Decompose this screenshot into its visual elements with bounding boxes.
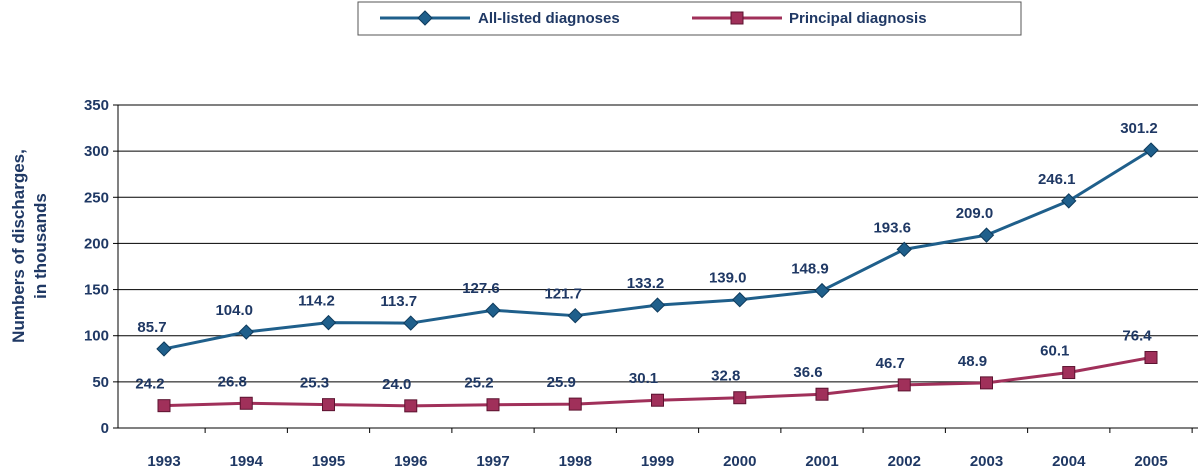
data-label-all-listed: 246.1: [1038, 171, 1076, 188]
y-tick-label: 250: [84, 189, 109, 206]
data-label-principal: 25.9: [547, 374, 576, 391]
data-point-principal: [651, 393, 664, 407]
data-point-all-listed: [403, 315, 419, 331]
x-tick-label: 1995: [312, 453, 345, 467]
gridlines: [118, 104, 1198, 383]
data-point-all-listed: [238, 324, 254, 340]
data-point-all-listed: [1061, 193, 1077, 209]
series-line-all-listed: [163, 148, 1152, 351]
x-tick-label: 2002: [888, 453, 921, 467]
y-tick-label: 50: [92, 374, 109, 391]
data-point-principal: [486, 398, 500, 412]
data-label-principal: 32.8: [711, 368, 740, 385]
legend-label-all-listed: All-listed diagnoses: [478, 10, 620, 27]
data-point-all-listed: [896, 241, 912, 258]
data-label-all-listed: 121.7: [544, 286, 582, 303]
data-label-principal: 24.0: [382, 376, 411, 393]
data-point-all-listed: [567, 307, 583, 324]
x-tick-label: 2001: [805, 453, 838, 467]
data-point-principal: [568, 397, 582, 411]
data-label-principal: 25.3: [300, 375, 329, 392]
data-label-principal: 76.4: [1122, 327, 1152, 344]
data-point-principal: [897, 378, 911, 392]
x-tick-label: 1993: [147, 453, 180, 467]
data-label-principal: 30.1: [629, 370, 658, 387]
legend-marker-principal: [730, 11, 744, 25]
data-label-all-listed: 209.0: [956, 205, 994, 222]
x-tick-label: 2004: [1052, 453, 1086, 467]
data-point-principal: [239, 396, 253, 410]
x-tick-label: 1997: [476, 453, 509, 467]
data-label-principal: 46.7: [876, 355, 905, 372]
data-label-all-listed: 139.0: [709, 270, 747, 287]
data-point-all-listed: [485, 302, 501, 318]
data-label-principal: 24.2: [135, 376, 164, 393]
data-point-all-listed: [1143, 142, 1159, 158]
y-tick-label: 200: [84, 235, 109, 252]
x-tick-label: 2005: [1134, 453, 1167, 467]
data-label-all-listed: 104.0: [215, 302, 253, 319]
x-tick-label: 1996: [394, 453, 427, 467]
data-label-all-listed: 301.2: [1120, 120, 1158, 137]
data-label-principal: 36.6: [793, 364, 822, 381]
data-point-principal: [157, 399, 171, 413]
x-tick-label: 1999: [641, 453, 674, 467]
x-tick-label: 1998: [559, 453, 592, 467]
legend-item-principal: Principal diagnosis: [692, 10, 927, 27]
x-tick-label: 2000: [723, 453, 756, 467]
data-label-all-listed: 133.2: [627, 275, 665, 292]
y-tick-label: 0: [101, 420, 109, 437]
axes: [113, 104, 1198, 433]
data-point-principal: [322, 398, 335, 412]
data-point-all-listed: [732, 292, 748, 308]
data-label-principal: 26.8: [218, 373, 247, 390]
y-tick-label: 150: [84, 282, 109, 299]
data-point-principal: [815, 387, 829, 401]
data-label-all-listed: 193.6: [873, 219, 911, 236]
y-tick-labels: 0 50 100 150 200 250 300 350: [84, 97, 109, 437]
data-label-principal: 25.2: [464, 375, 493, 392]
y-axis-title-line2: in thousands: [31, 193, 50, 299]
x-tick-labels: 1993 1994 1995 1996 1997 1998 1999 2000 2001 2002…: [147, 453, 1167, 467]
y-tick-label: 100: [84, 328, 109, 345]
data-point-principal: [1144, 350, 1158, 364]
data-label-all-listed: 114.2: [298, 293, 335, 310]
x-tick-label: 2003: [970, 453, 1003, 467]
data-label-principal: 60.1: [1040, 343, 1069, 360]
data-point-principal: [980, 376, 993, 390]
data-point-principal: [1062, 366, 1076, 380]
data-point-principal: [733, 391, 747, 405]
legend-marker-all-listed: [417, 10, 433, 26]
data-label-all-listed: 127.6: [462, 280, 500, 297]
legend: All-listed diagnoses Principal diagnosis: [357, 1, 1022, 36]
data-point-all-listed: [649, 297, 666, 313]
data-label-principal: 48.9: [958, 353, 987, 370]
data-label-all-listed: 85.7: [137, 319, 166, 336]
data-labels: 85.7 104.0 114.2 113.7 127.6 121.7 133.2 139.0 1…: [135, 120, 1157, 393]
series-group: [156, 142, 1159, 413]
legend-item-all-listed: All-listed diagnoses: [380, 10, 620, 27]
data-label-all-listed: 148.9: [791, 261, 829, 278]
data-point-all-listed: [156, 341, 172, 357]
y-axis-title: Numbers of discharges, in thousands: [9, 149, 50, 343]
data-point-all-listed: [978, 227, 995, 243]
data-point-all-listed: [814, 282, 830, 299]
data-point-all-listed: [320, 314, 337, 331]
y-tick-label: 350: [84, 97, 109, 114]
legend-label-principal: Principal diagnosis: [789, 10, 927, 27]
y-tick-label: 300: [84, 143, 109, 160]
data-point-principal: [404, 399, 418, 413]
y-axis-title-line1: Numbers of discharges,: [9, 149, 28, 343]
data-label-all-listed: 113.7: [380, 293, 417, 310]
x-tick-label: 1994: [230, 453, 264, 467]
